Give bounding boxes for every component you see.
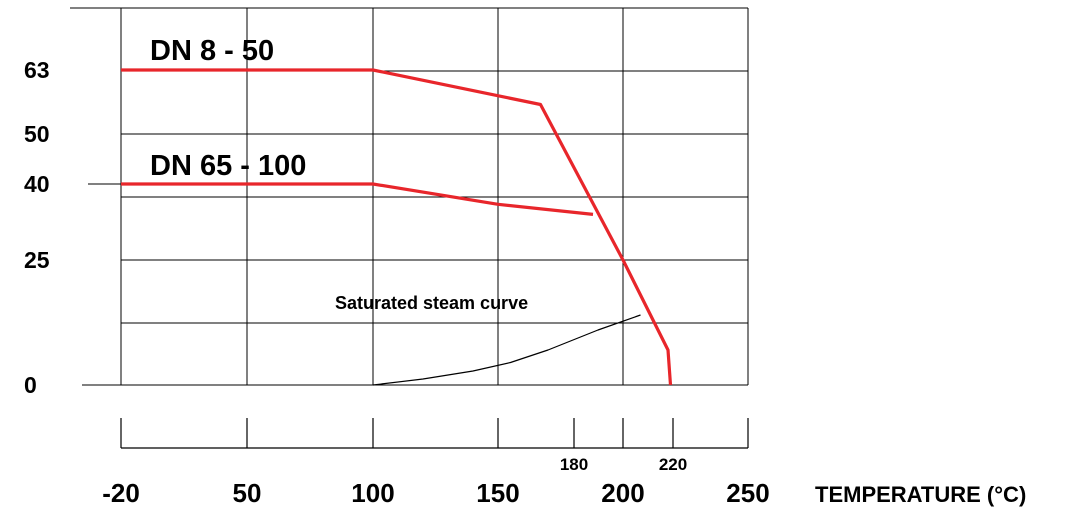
x-tick-label: 250 <box>726 478 769 508</box>
grid <box>70 7 749 386</box>
y-tick-label: 63 <box>24 57 50 83</box>
saturated-steam-curve-label: Saturated steam curve <box>335 293 528 313</box>
x-tick-label: 200 <box>601 478 644 508</box>
series-label-dn-65-100: DN 65 - 100 <box>150 150 306 182</box>
x-minor-tick-label: 220 <box>659 455 687 474</box>
y-tick-label: 50 <box>24 121 50 147</box>
series-line-dn-65-100 <box>121 182 594 216</box>
labels: DN 8 - 50 DN 65 - 100 Saturated steam cu… <box>150 35 1026 507</box>
series-lines <box>121 68 673 386</box>
x-tick-label: -20 <box>102 478 140 508</box>
x-tick-label: 150 <box>476 478 519 508</box>
temperature-scale <box>120 418 749 449</box>
x-tick-label: 50 <box>233 478 262 508</box>
x-axis-label: TEMPERATURE (°C) <box>815 482 1026 507</box>
series-line-dn-8-50 <box>121 68 673 386</box>
x-minor-tick-label: 180 <box>560 455 588 474</box>
x-tick-label: 100 <box>351 478 394 508</box>
series-line-saturated-steam-curve <box>372 314 641 386</box>
tick-labels: 0 25 40 50 63 -20 50 100 150 200 250 180 220 <box>24 57 770 508</box>
y-tick-label: 0 <box>24 372 37 398</box>
y-tick-label: 25 <box>24 247 50 273</box>
y-tick-label: 40 <box>24 171 50 197</box>
series-label-dn-8-50: DN 8 - 50 <box>150 35 274 67</box>
